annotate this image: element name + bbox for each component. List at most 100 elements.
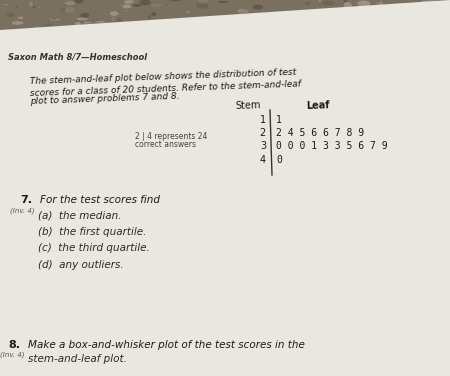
Ellipse shape xyxy=(256,39,259,45)
Ellipse shape xyxy=(397,59,403,64)
Ellipse shape xyxy=(330,49,342,54)
Ellipse shape xyxy=(398,18,412,24)
Ellipse shape xyxy=(366,38,373,41)
Text: 4: 4 xyxy=(260,155,266,165)
Ellipse shape xyxy=(249,47,256,49)
Ellipse shape xyxy=(339,62,342,68)
Ellipse shape xyxy=(312,89,324,96)
Ellipse shape xyxy=(351,59,364,61)
Ellipse shape xyxy=(447,69,450,72)
Ellipse shape xyxy=(148,50,150,52)
Ellipse shape xyxy=(389,72,399,79)
Text: (b)  the first quartile.: (b) the first quartile. xyxy=(38,227,146,237)
Ellipse shape xyxy=(306,36,316,39)
Ellipse shape xyxy=(374,53,380,57)
Ellipse shape xyxy=(169,52,176,57)
Ellipse shape xyxy=(234,23,236,24)
Ellipse shape xyxy=(277,38,281,39)
Ellipse shape xyxy=(39,7,40,8)
Ellipse shape xyxy=(136,28,144,30)
Ellipse shape xyxy=(108,38,119,41)
Ellipse shape xyxy=(343,59,349,65)
Ellipse shape xyxy=(186,11,189,14)
Ellipse shape xyxy=(277,32,288,33)
Ellipse shape xyxy=(356,8,367,12)
Ellipse shape xyxy=(371,55,383,58)
Ellipse shape xyxy=(212,50,220,51)
Ellipse shape xyxy=(124,9,127,11)
Ellipse shape xyxy=(141,27,150,30)
Ellipse shape xyxy=(106,41,112,47)
Ellipse shape xyxy=(75,22,81,26)
Ellipse shape xyxy=(124,0,132,4)
Ellipse shape xyxy=(12,21,23,25)
Text: 0: 0 xyxy=(276,155,282,165)
Text: 3: 3 xyxy=(260,141,266,151)
Ellipse shape xyxy=(432,50,435,53)
Ellipse shape xyxy=(265,32,273,34)
Ellipse shape xyxy=(238,9,243,11)
Ellipse shape xyxy=(344,3,350,5)
Ellipse shape xyxy=(140,0,151,5)
Ellipse shape xyxy=(273,22,278,24)
Ellipse shape xyxy=(419,62,428,63)
Ellipse shape xyxy=(306,87,315,94)
Ellipse shape xyxy=(375,46,381,50)
Ellipse shape xyxy=(401,18,409,24)
Ellipse shape xyxy=(53,18,55,20)
Ellipse shape xyxy=(316,35,324,39)
Ellipse shape xyxy=(158,48,162,50)
Ellipse shape xyxy=(425,47,428,50)
Ellipse shape xyxy=(144,44,147,49)
Ellipse shape xyxy=(324,41,330,43)
Ellipse shape xyxy=(443,42,448,44)
Ellipse shape xyxy=(386,40,396,44)
Ellipse shape xyxy=(237,9,249,13)
Ellipse shape xyxy=(411,65,421,72)
Ellipse shape xyxy=(201,29,208,31)
Ellipse shape xyxy=(4,52,14,55)
Ellipse shape xyxy=(14,44,20,46)
Text: correct answers: correct answers xyxy=(135,140,196,149)
Text: Leaf: Leaf xyxy=(306,100,330,111)
Ellipse shape xyxy=(418,21,431,22)
Ellipse shape xyxy=(412,1,417,6)
Text: plot to answer problems 7 and 8.: plot to answer problems 7 and 8. xyxy=(30,92,180,106)
Ellipse shape xyxy=(395,0,403,3)
Ellipse shape xyxy=(436,14,441,17)
Text: The stem-and-leaf plot below shows the distribution of test: The stem-and-leaf plot below shows the d… xyxy=(30,68,297,86)
Ellipse shape xyxy=(370,80,382,83)
Ellipse shape xyxy=(6,13,14,17)
Ellipse shape xyxy=(172,46,183,47)
Ellipse shape xyxy=(428,2,434,4)
Ellipse shape xyxy=(251,53,258,55)
Ellipse shape xyxy=(81,13,90,18)
Ellipse shape xyxy=(70,43,78,47)
Ellipse shape xyxy=(386,91,399,96)
Ellipse shape xyxy=(323,33,334,37)
Ellipse shape xyxy=(130,29,137,33)
Ellipse shape xyxy=(275,53,279,56)
Ellipse shape xyxy=(343,50,354,54)
Ellipse shape xyxy=(327,27,336,32)
Ellipse shape xyxy=(164,50,173,54)
Ellipse shape xyxy=(355,2,367,6)
Ellipse shape xyxy=(390,33,399,38)
Text: For the test scores find: For the test scores find xyxy=(40,195,160,205)
Ellipse shape xyxy=(136,27,147,29)
Ellipse shape xyxy=(327,42,336,44)
Ellipse shape xyxy=(329,76,334,79)
Ellipse shape xyxy=(355,42,358,45)
Ellipse shape xyxy=(361,10,370,15)
Ellipse shape xyxy=(346,79,357,81)
Text: 7.: 7. xyxy=(20,195,32,205)
Ellipse shape xyxy=(166,51,176,56)
Ellipse shape xyxy=(43,28,49,31)
Ellipse shape xyxy=(343,0,347,2)
Ellipse shape xyxy=(197,0,208,3)
Ellipse shape xyxy=(76,18,85,23)
Ellipse shape xyxy=(343,0,351,3)
Ellipse shape xyxy=(103,36,105,38)
Ellipse shape xyxy=(131,21,136,25)
Text: Stem: Stem xyxy=(235,100,261,111)
